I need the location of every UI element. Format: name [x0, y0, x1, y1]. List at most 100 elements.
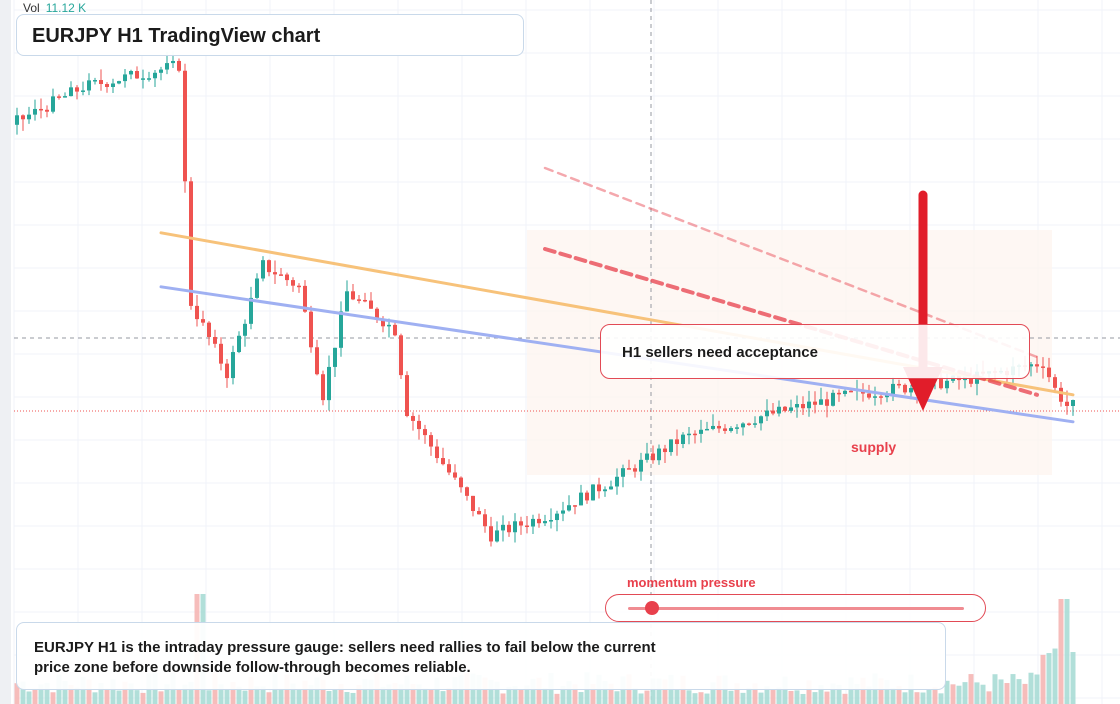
- candle-body: [711, 425, 715, 429]
- volume-bar: [1016, 679, 1022, 704]
- volume-bar: [1010, 674, 1016, 704]
- volume-bar: [182, 684, 188, 704]
- volume-bar: [14, 683, 20, 704]
- volume-bar: [410, 684, 416, 704]
- volume-bar: [224, 688, 230, 704]
- volume-bar: [128, 683, 134, 704]
- volume-bar: [158, 691, 164, 704]
- candle-body: [531, 518, 535, 527]
- volume-bar: [92, 692, 98, 704]
- candle-body: [867, 393, 871, 398]
- candle-body: [639, 459, 643, 472]
- candle-body: [585, 492, 589, 501]
- candle-body: [549, 520, 553, 522]
- volume-bar: [188, 681, 194, 704]
- volume-bar: [296, 688, 302, 704]
- volume-bar: [782, 676, 788, 704]
- candle-body: [465, 487, 469, 496]
- volume-bar: [20, 681, 26, 704]
- candle-body: [327, 366, 331, 401]
- candle-body: [1053, 377, 1057, 388]
- volume-bar: [506, 686, 512, 704]
- candle-body: [177, 60, 181, 71]
- volume-bar: [998, 679, 1004, 704]
- candle-body: [849, 390, 853, 393]
- volume-bar: [830, 683, 836, 704]
- candle-body: [615, 476, 619, 487]
- volume-bar: [956, 685, 962, 704]
- volume-bar: [80, 676, 86, 704]
- candle-body: [375, 308, 379, 320]
- candle-body: [321, 374, 325, 401]
- volume-bar: [248, 676, 254, 704]
- candle-body: [267, 260, 271, 273]
- volume-bar: [494, 681, 500, 704]
- candle-body: [759, 416, 763, 424]
- volume-bar: [290, 683, 296, 704]
- candle-body: [1029, 364, 1033, 367]
- summary-text: EURJPY H1 is the intraday pressure gauge…: [34, 639, 656, 676]
- candle-body: [1065, 401, 1069, 406]
- callout-panel: H1 sellers need acceptance: [600, 324, 1030, 379]
- volume-bar: [788, 690, 794, 704]
- volume-bar: [278, 688, 284, 704]
- candle-body: [795, 404, 799, 408]
- candle-body: [363, 299, 367, 302]
- candle-body: [879, 396, 883, 398]
- momentum-gauge: [605, 594, 986, 622]
- candle-body: [453, 472, 457, 478]
- volume-bar: [350, 692, 356, 704]
- volume-bar: [812, 692, 818, 704]
- volume-bar: [332, 689, 338, 704]
- candle-body: [207, 322, 211, 337]
- volume-bar: [500, 693, 506, 704]
- candle-body: [771, 410, 775, 414]
- candle-body: [753, 423, 757, 425]
- candle-body: [783, 406, 787, 411]
- volume-bar: [638, 693, 644, 704]
- candle-body: [183, 70, 187, 182]
- volume-bar: [362, 679, 368, 704]
- volume-bar: [308, 685, 314, 704]
- supply-zone-label: supply: [851, 439, 897, 455]
- volume-bar: [122, 681, 128, 704]
- candle-body: [1035, 364, 1039, 367]
- volume-bar: [524, 685, 530, 704]
- candle-body: [159, 69, 163, 73]
- volume-bar: [242, 690, 248, 704]
- candle-body: [279, 274, 283, 276]
- volume-bar: [344, 692, 350, 704]
- candle-body: [345, 291, 349, 312]
- candle-body: [147, 78, 151, 80]
- candle-body: [789, 407, 793, 411]
- volume-bar: [104, 688, 110, 704]
- volume-bar: [902, 692, 908, 704]
- candle-body: [333, 347, 337, 367]
- chart-title: EURJPY H1 TradingView chart: [32, 25, 321, 47]
- volume-bar: [1004, 683, 1010, 704]
- volume-bar: [1070, 652, 1076, 704]
- candle-body: [423, 429, 427, 436]
- candle-body: [687, 433, 691, 436]
- volume-bar: [452, 677, 458, 704]
- volume-bar: [266, 692, 272, 704]
- volume-bar: [860, 677, 866, 704]
- volume-bar: [758, 692, 764, 704]
- volume-bar: [134, 690, 140, 704]
- volume-bar: [1046, 653, 1052, 704]
- volume-bar: [740, 692, 746, 704]
- candle-body: [195, 305, 199, 320]
- volume-bar: [446, 688, 452, 704]
- volume-bar: [944, 680, 950, 704]
- candle-body: [843, 390, 847, 394]
- candle-body: [741, 423, 745, 428]
- candle-body: [291, 280, 295, 286]
- volume-bar: [218, 684, 224, 704]
- candle-body: [909, 388, 913, 393]
- candle-body: [777, 406, 781, 414]
- volume-bar: [440, 691, 446, 704]
- candle-body: [315, 347, 319, 375]
- volume-bar: [416, 684, 422, 704]
- candle-body: [69, 87, 73, 97]
- volume-bar: [890, 688, 896, 704]
